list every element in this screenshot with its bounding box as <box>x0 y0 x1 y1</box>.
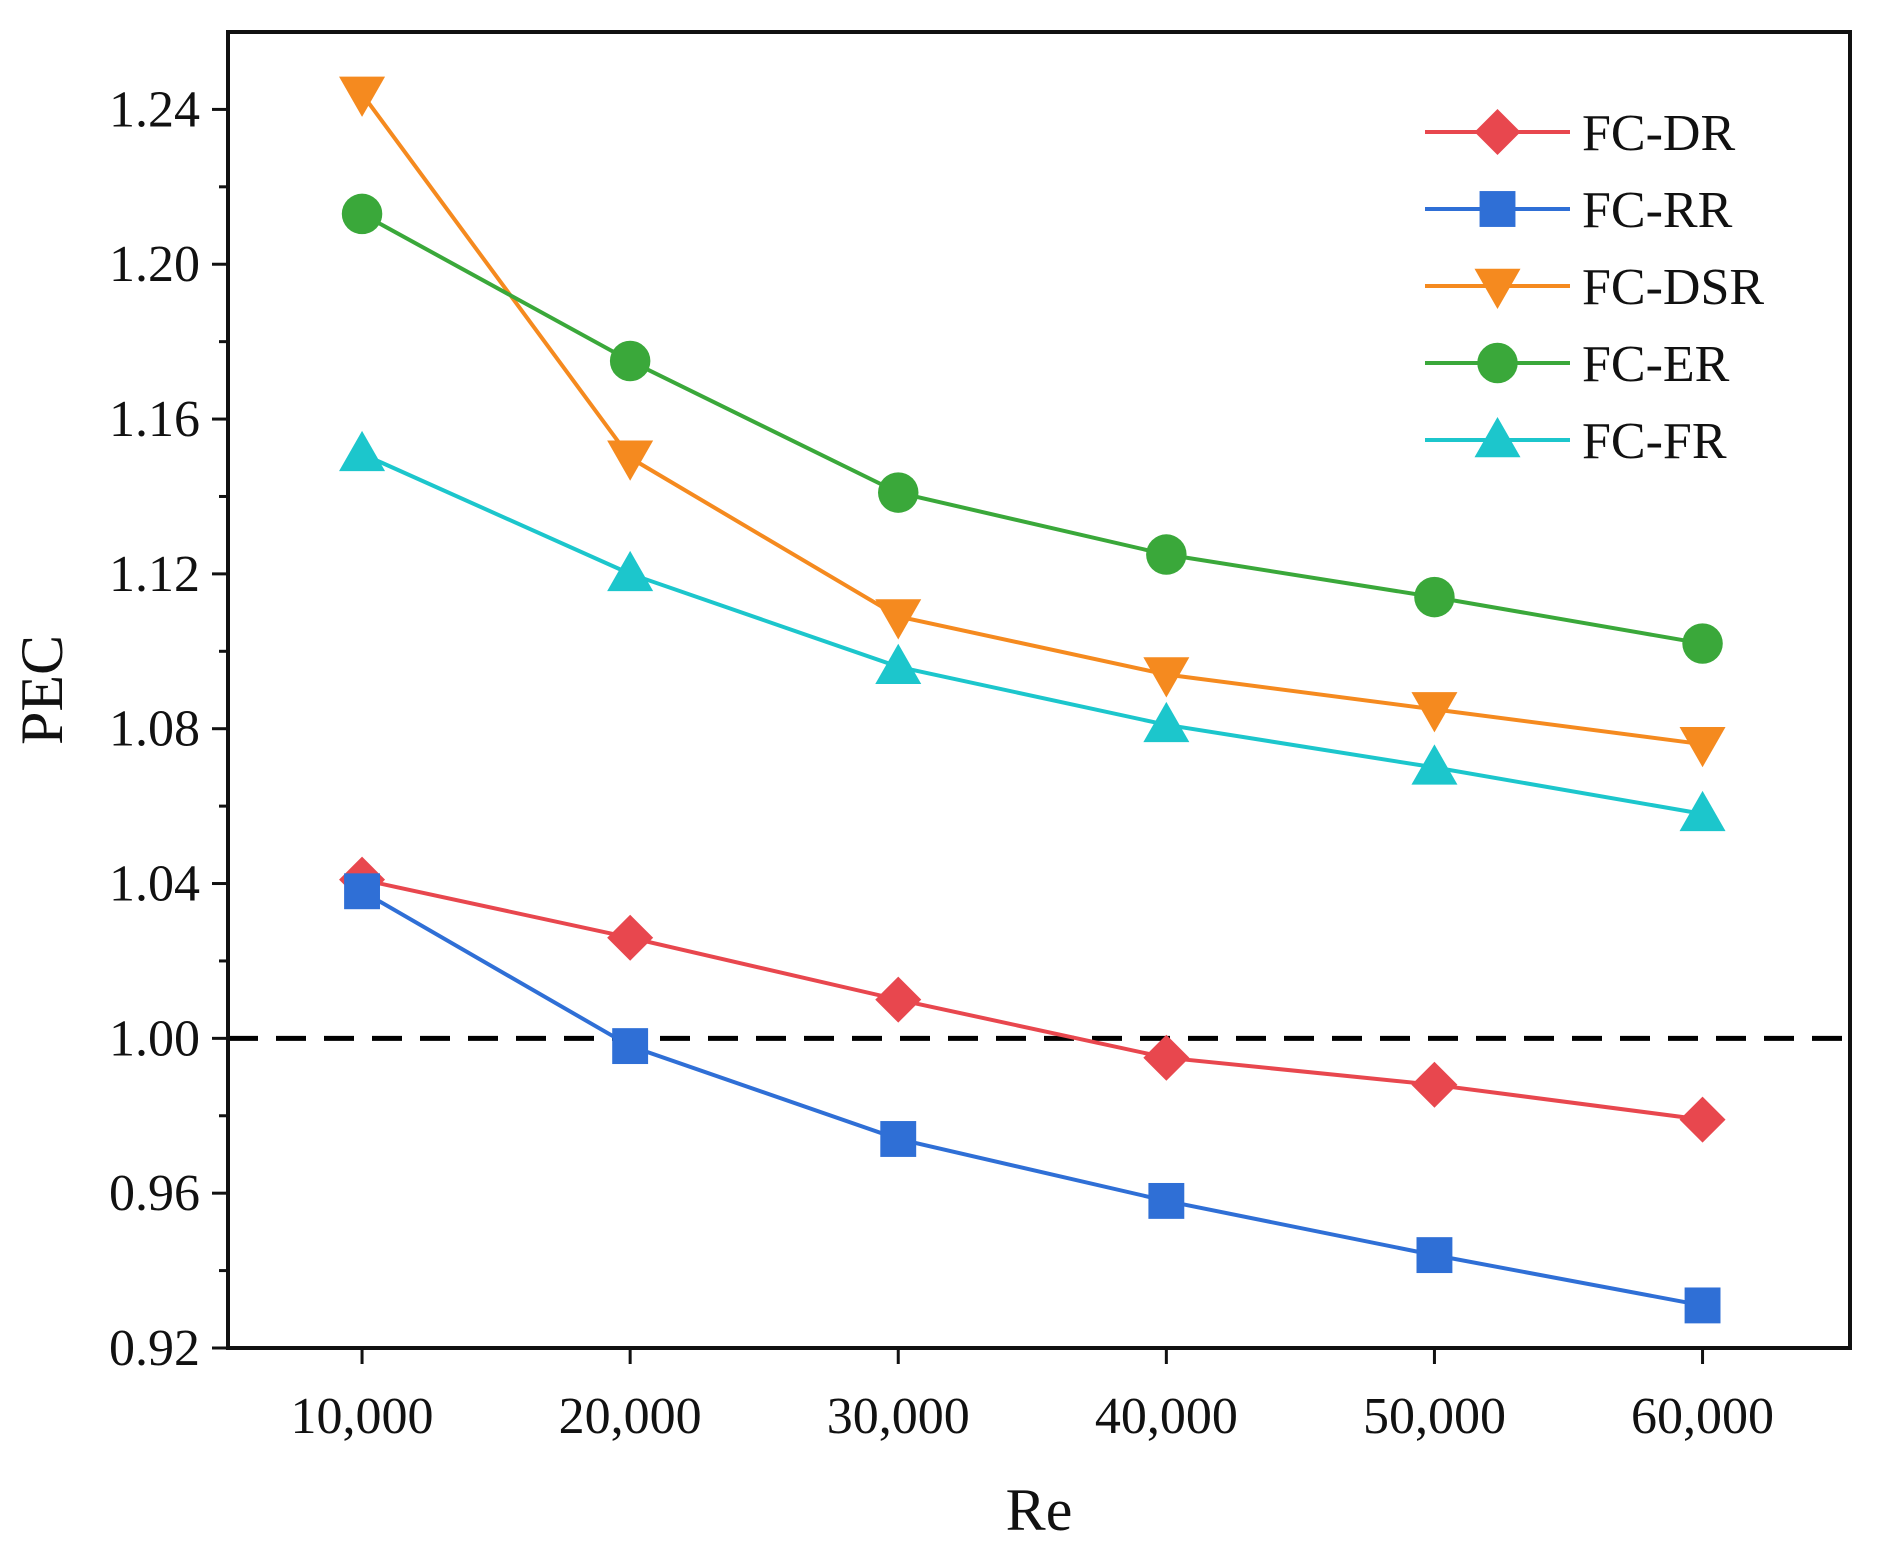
legend-label: FC-RR <box>1582 182 1733 239</box>
axis-layer: 0.92 0.96 1.00 1.04 1.08 1.12 1.16 1.20 1.24 10,0… <box>109 81 1774 1445</box>
legend-item-fc-dsr: FC-DSR <box>1425 259 1764 316</box>
x-axis-title: Re <box>1006 1477 1073 1543</box>
data-point-fc-er <box>1146 534 1187 575</box>
legend-label: FC-DR <box>1582 105 1735 162</box>
x-tick-label: 40,000 <box>1095 1388 1238 1445</box>
y-tick-label: 1.12 <box>109 546 200 603</box>
data-point-fc-er <box>341 193 383 235</box>
data-point-fc-dsr <box>1143 657 1190 698</box>
data-point-fc-dsr <box>607 440 654 481</box>
y-tick-label: 1.00 <box>109 1010 200 1067</box>
legend-marker <box>1479 191 1516 227</box>
legend-marker <box>1477 342 1518 384</box>
data-point-fc-er <box>878 472 919 513</box>
data-point-fc-dsr <box>875 599 922 640</box>
x-tick-label: 20,000 <box>559 1388 702 1445</box>
y-axis-title: PEC <box>9 635 75 745</box>
data-point-fc-fr <box>875 643 922 685</box>
series-fc-rr <box>344 873 1721 1324</box>
data-point-fc-dsr <box>339 76 386 117</box>
series-line-fc-dsr <box>360 92 1703 747</box>
data-point-fc-er <box>1682 623 1723 664</box>
data-point-fc-fr <box>1679 790 1726 832</box>
series-fc-dr <box>339 856 1726 1143</box>
y-tick-label: 1.08 <box>109 701 200 758</box>
series-layer <box>339 76 1726 1324</box>
data-point-fc-dr <box>1143 1034 1190 1081</box>
y-tick-label: 1.24 <box>109 81 200 138</box>
data-point-fc-dr <box>1411 1061 1458 1108</box>
series-line-fc-er <box>361 212 1703 646</box>
data-point-fc-rr <box>344 873 380 910</box>
plot-frame <box>226 30 1852 1350</box>
data-point-fc-rr <box>1684 1287 1721 1324</box>
data-point-fc-dr <box>875 976 922 1023</box>
data-point-fc-dr <box>1679 1096 1726 1143</box>
legend-item-fc-dr: FC-DR <box>1425 105 1735 162</box>
data-point-fc-dr <box>607 914 654 961</box>
legend: FC-DR FC-RR FC-DSR FC-ER FC-FR <box>1425 105 1764 470</box>
data-point-fc-er <box>1414 576 1455 618</box>
y-tick-label: 1.20 <box>109 236 200 293</box>
data-point-fc-fr <box>1411 744 1458 785</box>
data-point-fc-rr <box>1416 1237 1453 1274</box>
legend-marker <box>1474 268 1521 309</box>
y-tick-label: 1.16 <box>109 391 200 448</box>
y-tick-label: 0.96 <box>109 1165 200 1222</box>
data-point-fc-er <box>609 340 651 382</box>
y-tick-label: 1.04 <box>109 856 200 913</box>
legend-item-fc-fr: FC-FR <box>1425 413 1727 470</box>
data-point-fc-rr <box>880 1121 917 1157</box>
data-point-fc-fr <box>1143 701 1190 743</box>
y-tick-label: 0.92 <box>109 1320 200 1377</box>
series-line-fc-rr <box>361 889 1703 1308</box>
x-tick-label: 50,000 <box>1363 1388 1506 1445</box>
x-tick-label: 60,000 <box>1631 1388 1774 1445</box>
legend-label: FC-ER <box>1582 336 1730 393</box>
legend-marker <box>1474 109 1521 155</box>
legend-item-fc-rr: FC-RR <box>1425 182 1733 239</box>
data-point-fc-dsr <box>1679 726 1726 768</box>
data-point-fc-fr <box>339 430 386 472</box>
data-point-fc-dsr <box>1411 692 1458 733</box>
series-fc-fr <box>339 430 1726 832</box>
data-point-fc-fr <box>607 550 654 592</box>
series-fc-er <box>341 193 1723 664</box>
legend-label: FC-FR <box>1582 413 1727 470</box>
x-tick-label: 10,000 <box>291 1388 434 1445</box>
data-point-fc-rr <box>612 1028 649 1065</box>
series-fc-dsr <box>339 76 1726 768</box>
x-tick-label: 30,000 <box>827 1388 970 1445</box>
legend-marker <box>1474 417 1521 458</box>
legend-label: FC-DSR <box>1582 259 1764 316</box>
series-line-fc-fr <box>361 452 1703 816</box>
legend-item-fc-er: FC-ER <box>1425 336 1730 393</box>
series-line-fc-dr <box>361 877 1703 1122</box>
data-point-fc-rr <box>1148 1182 1185 1219</box>
